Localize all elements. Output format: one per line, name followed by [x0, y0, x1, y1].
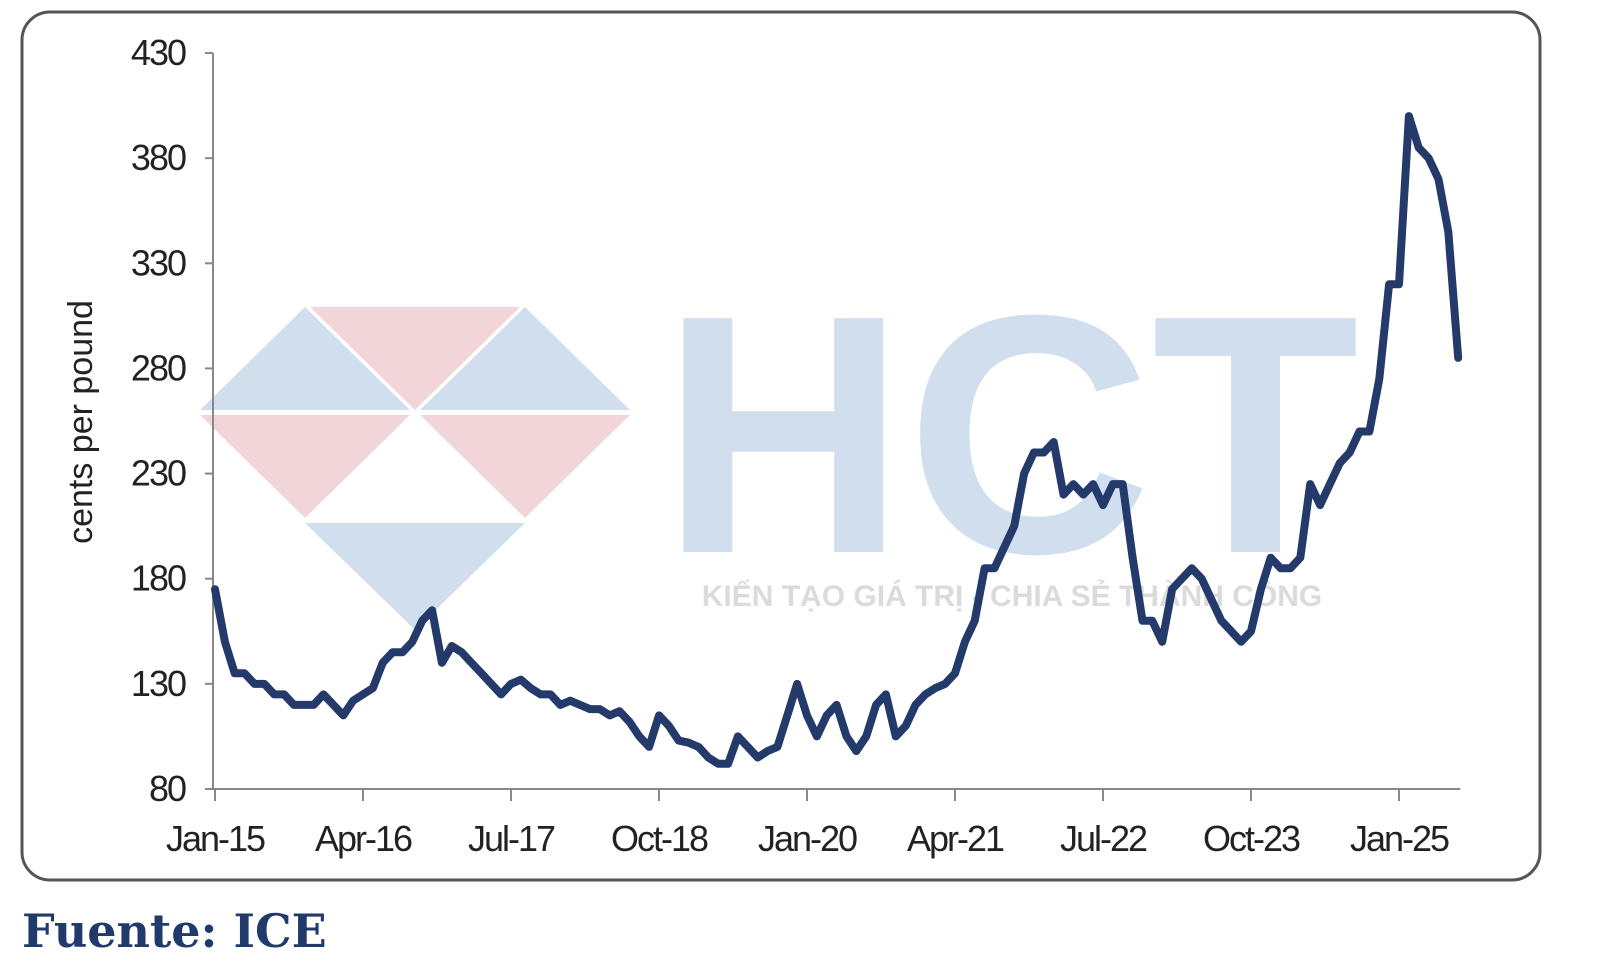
x-tick-label: Oct-18: [611, 818, 708, 859]
y-tick-label: 130: [131, 663, 186, 704]
y-tick-label: 180: [131, 558, 186, 599]
frame: [20, 10, 1542, 882]
y-axis-label: cents per pound: [62, 300, 100, 544]
x-tick-label: Jul-22: [1060, 818, 1147, 859]
watermark-tagline: KIẾN TẠO GIÁ TRỊ - CHIA SẺ THÀNH CÔNG: [702, 579, 1323, 613]
y-tick-label: 380: [131, 137, 186, 178]
watermark: HCT KIẾN TẠO GIÁ TRỊ - CHIA SẺ THÀNH CÔN…: [200, 245, 1359, 630]
source: Fuente: ICE: [22, 904, 327, 958]
x-tick-label: Apr-21: [907, 818, 1004, 859]
x-tick-label: Jan-25: [1350, 818, 1449, 859]
y-tick-label: 330: [131, 242, 186, 283]
y-tick-label: 230: [131, 453, 186, 494]
x-tick-label: Jan-20: [758, 818, 857, 859]
watermark-logo: HCT: [661, 245, 1360, 625]
y-tick-label: 280: [131, 347, 186, 388]
y-tick-label: 430: [131, 32, 186, 73]
x-tick-label: Oct-23: [1203, 818, 1300, 859]
x-tick-label: Apr-16: [315, 818, 412, 859]
y-tick-label: 80: [149, 768, 186, 809]
x-tick-label: Jan-15: [166, 818, 265, 859]
x-tick-label: Jul-17: [468, 818, 555, 859]
line-series: [211, 112, 1463, 768]
